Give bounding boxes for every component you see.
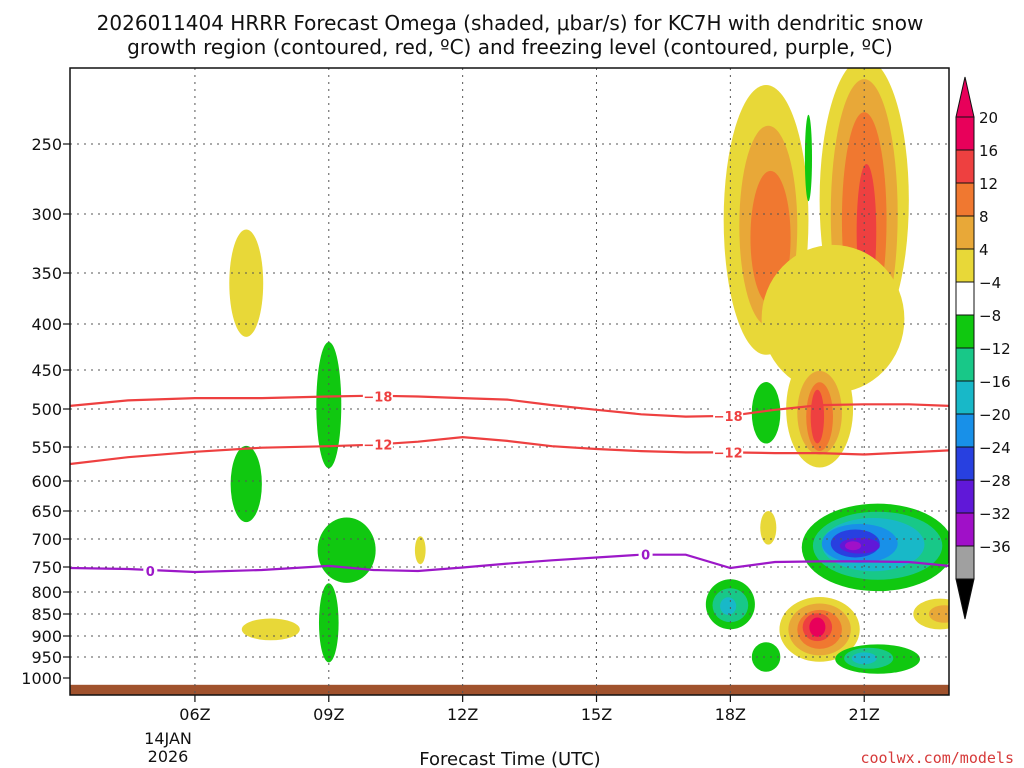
colorbar-label: 20 <box>979 109 998 127</box>
dgz-minus-12-label-bg <box>362 436 393 452</box>
colorbar-swatch <box>955 347 975 382</box>
freezing-level-0-line <box>70 553 949 574</box>
dgz-minus-12-line <box>70 435 949 466</box>
plot-frame <box>69 67 950 696</box>
omega-region-36 <box>809 617 826 637</box>
colorbar-label: −32 <box>979 505 1011 523</box>
colorbar-label: 16 <box>979 142 998 160</box>
colorbar-swatch <box>955 248 975 283</box>
colorbar-label: 12 <box>979 175 998 193</box>
colorbar-bottom-arrow <box>955 578 975 620</box>
chart-title-line2: growth region (contoured, red, ºC) and f… <box>127 35 893 59</box>
colorbar-swatch <box>955 545 975 580</box>
x-tick-label: 15Z <box>581 705 612 724</box>
x-axis: 06Z 09Z 12Z 15Z 18Z 21Z <box>179 695 880 724</box>
chart-title-line1: 2026011404 HRRR Forecast Omega (shaded, … <box>97 11 924 35</box>
omega-shading <box>229 68 949 674</box>
colorbar-swatch <box>955 149 975 184</box>
x-tick-label: 21Z <box>849 705 880 724</box>
y-tick-label: 750 <box>31 558 62 577</box>
omega-region-2 <box>230 445 262 523</box>
omega-region-31 <box>720 597 737 615</box>
colorbar-swatch <box>955 182 975 217</box>
x-tick-label: 09Z <box>313 705 344 724</box>
colorbar-swatch <box>955 380 975 415</box>
colorbar-swatch <box>955 314 975 349</box>
y-tick-label: 400 <box>31 315 62 334</box>
freezing-level-0-label: 0 <box>641 549 650 564</box>
omega-region-42 <box>851 652 877 665</box>
dgz-minus-12-label: −12 <box>714 446 743 461</box>
y-tick-label: 850 <box>31 605 62 624</box>
y-tick-label: 650 <box>31 502 62 521</box>
colorbar-swatch <box>955 281 975 316</box>
colorbar-swatch <box>955 215 975 250</box>
dgz-minus-12-label: −12 <box>363 439 392 454</box>
colorbar-top-arrow <box>955 76 975 118</box>
y-tick-label: 450 <box>31 361 62 380</box>
y-tick-label: 700 <box>31 530 62 549</box>
colorbar-label: −28 <box>979 472 1011 490</box>
freezing-level-0-label-bg <box>143 563 158 578</box>
omega-region-39 <box>751 642 781 672</box>
colorbar-label: −12 <box>979 340 1011 358</box>
omega-region-5 <box>414 536 426 565</box>
dgz-minus-18-label-bg <box>713 407 744 423</box>
dgz-minus-18-label: −18 <box>363 391 392 406</box>
freezing-level-0-label-bg <box>638 546 653 562</box>
colorbar-swatch <box>955 479 975 514</box>
credit-text: coolwx.com/models <box>860 749 1014 767</box>
terrain-surface <box>70 684 949 695</box>
omega-region-3 <box>317 517 376 583</box>
x-tick-label: 12Z <box>447 705 478 724</box>
dgz-minus-18-label-bg <box>362 388 393 404</box>
temperature-contours: −18 −18 −12 −12 0 0 <box>70 388 949 580</box>
omega-region-14 <box>761 244 905 393</box>
colorbar-label: −24 <box>979 439 1011 457</box>
freezing-level-0-label: 0 <box>146 565 155 580</box>
omega-region-20 <box>751 382 781 444</box>
y-tick-label: 950 <box>31 648 62 667</box>
dgz-minus-12-label-bg <box>713 444 744 460</box>
colorbar: 20 16 12 8 4 −4 −8 −12 −16 −20 −24 −28 −32 −36 <box>955 76 1011 620</box>
colorbar-swatch <box>955 446 975 481</box>
y-tick-label: 900 <box>31 627 62 646</box>
y-tick-label: 250 <box>31 135 62 154</box>
y-tick-label: 300 <box>31 205 62 224</box>
colorbar-label: 4 <box>979 241 989 259</box>
y-tick-label: 1000 <box>21 669 62 688</box>
omega-region-19 <box>804 114 813 202</box>
dgz-minus-18-label: −18 <box>714 410 743 425</box>
colorbar-label: −4 <box>979 274 1001 292</box>
colorbar-label: 8 <box>979 208 989 226</box>
colorbar-label: −8 <box>979 307 1001 325</box>
colorbar-swatch <box>955 116 975 151</box>
y-tick-label: 800 <box>31 583 62 602</box>
y-tick-label: 350 <box>31 264 62 283</box>
y-tick-label: 500 <box>31 400 62 419</box>
omega-region-0 <box>229 229 264 337</box>
colorbar-swatch <box>955 512 975 547</box>
x-tick-label: 06Z <box>179 705 210 724</box>
colorbar-label: −20 <box>979 406 1011 424</box>
dgz-minus-18-line <box>70 394 949 418</box>
x-axis-title: Forecast Time (UTC) <box>419 749 600 768</box>
colorbar-swatch <box>955 413 975 448</box>
date-label-day: 14JAN <box>144 729 192 748</box>
omega-region-18 <box>810 389 825 444</box>
x-tick-label: 18Z <box>715 705 746 724</box>
y-tick-label: 600 <box>31 472 62 491</box>
terrain <box>70 684 949 695</box>
date-label-year: 2026 <box>148 747 189 766</box>
colorbar-label: −36 <box>979 538 1011 556</box>
omega-region-6 <box>241 618 300 641</box>
omega-region-38 <box>928 605 949 623</box>
y-axis: 250 300 350 400 450 500 550 600 650 700 750 800 850 9… <box>21 135 70 688</box>
omega-region-21 <box>760 511 777 545</box>
colorbar-label: −16 <box>979 373 1011 391</box>
y-tick-label: 550 <box>31 438 62 457</box>
omega-region-28 <box>845 541 862 551</box>
